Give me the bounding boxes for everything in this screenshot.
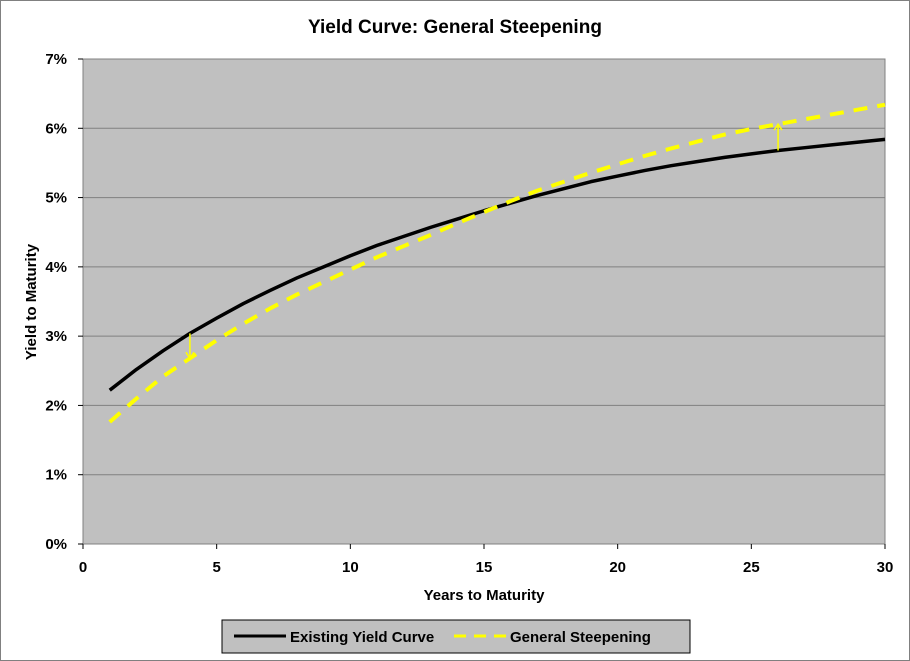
x-tick-label: 30 — [877, 559, 894, 576]
y-tick-label: 7% — [45, 51, 67, 68]
y-tick-label: 5% — [45, 190, 67, 207]
series-layer — [108, 102, 886, 424]
legend-box — [221, 619, 691, 654]
legend-label-existing: Existing Yield Curve — [290, 629, 434, 646]
y-tick-label: 0% — [45, 536, 67, 553]
x-tick-label: 0 — [79, 559, 87, 576]
x-tick-label: 25 — [743, 559, 760, 576]
x-axis-title: Years to Maturity — [424, 587, 546, 604]
grid-lines — [83, 127, 885, 476]
y-tick-label: 6% — [45, 120, 67, 137]
legend: Existing Yield Curve General Steepening — [221, 619, 691, 654]
x-axis-ticks: 0 5 10 15 20 25 30 — [79, 544, 894, 576]
x-tick-label: 5 — [212, 559, 220, 576]
y-tick-label: 4% — [45, 259, 67, 276]
y-axis-title: Yield to Maturity — [23, 243, 40, 360]
y-tick-label: 1% — [45, 467, 67, 484]
annotation-layer — [185, 122, 783, 360]
plot-area — [82, 58, 886, 545]
y-axis-ticks: 0% 1% 2% 3% 4% 5% 6% 7% — [45, 51, 83, 553]
chart-title: Yield Curve: General Steepening — [308, 17, 602, 38]
shift-arrow — [773, 122, 783, 151]
shift-arrow — [185, 333, 195, 360]
y-tick-label: 2% — [45, 397, 67, 414]
x-tick-label: 10 — [342, 559, 359, 576]
x-tick-label: 20 — [609, 559, 626, 576]
series-line-existing — [108, 137, 886, 392]
legend-label-steepening: General Steepening — [510, 629, 651, 646]
y-tick-label: 3% — [45, 328, 67, 345]
x-tick-label: 15 — [476, 559, 493, 576]
